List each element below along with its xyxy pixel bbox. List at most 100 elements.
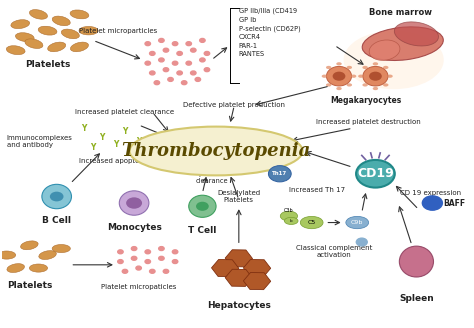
Text: Bone marrow: Bone marrow — [369, 8, 432, 17]
Circle shape — [173, 250, 178, 254]
Ellipse shape — [373, 62, 378, 66]
Circle shape — [118, 250, 123, 254]
Circle shape — [150, 71, 155, 75]
Circle shape — [356, 238, 367, 246]
Ellipse shape — [346, 216, 369, 229]
Circle shape — [195, 77, 201, 81]
Ellipse shape — [363, 83, 368, 87]
Ellipse shape — [400, 246, 434, 277]
Circle shape — [173, 61, 178, 65]
Text: Hepatocytes: Hepatocytes — [207, 300, 271, 310]
Circle shape — [159, 58, 164, 62]
Circle shape — [131, 256, 137, 260]
Circle shape — [422, 196, 442, 210]
Circle shape — [173, 260, 178, 263]
Text: Increased Th 17: Increased Th 17 — [289, 187, 345, 193]
Text: Th17: Th17 — [272, 171, 287, 176]
Ellipse shape — [70, 43, 89, 51]
Circle shape — [131, 247, 137, 251]
Text: C5: C5 — [308, 220, 316, 225]
Text: Megakaryocytes: Megakaryocytes — [331, 96, 402, 105]
Ellipse shape — [52, 244, 70, 253]
Ellipse shape — [362, 27, 443, 60]
Ellipse shape — [358, 74, 364, 78]
Circle shape — [150, 269, 155, 273]
Text: Y: Y — [100, 133, 105, 142]
Circle shape — [177, 71, 182, 75]
Ellipse shape — [326, 83, 331, 87]
Circle shape — [145, 61, 150, 65]
Circle shape — [150, 51, 155, 55]
Circle shape — [136, 266, 141, 270]
Text: Desialylated
Platelets: Desialylated Platelets — [217, 190, 260, 203]
Text: Platelet micropaticles: Platelet micropaticles — [101, 284, 176, 290]
Ellipse shape — [327, 67, 352, 86]
Text: Increased apoptosis: Increased apoptosis — [80, 158, 149, 164]
Ellipse shape — [356, 160, 395, 188]
Text: CD 19 expression: CD 19 expression — [401, 190, 462, 196]
Ellipse shape — [369, 72, 382, 81]
Circle shape — [200, 38, 205, 42]
Circle shape — [163, 269, 169, 273]
Text: GP IIb/IIIa (CD419
GP Ib
P-selectin (CD62P)
CXCR4
PAR-1
RANTES: GP IIb/IIIa (CD419 GP Ib P-selectin (CD6… — [239, 8, 301, 57]
Ellipse shape — [336, 87, 342, 90]
Text: BAFF: BAFF — [444, 198, 466, 208]
Circle shape — [177, 51, 182, 55]
Ellipse shape — [50, 192, 64, 201]
Text: Platelets: Platelets — [7, 281, 52, 290]
Circle shape — [159, 247, 164, 251]
Ellipse shape — [189, 195, 216, 217]
Ellipse shape — [126, 197, 142, 209]
Ellipse shape — [344, 31, 444, 89]
Text: Increased platelet destruction: Increased platelet destruction — [316, 119, 421, 125]
Text: Y: Y — [122, 127, 128, 136]
Circle shape — [186, 42, 191, 46]
Ellipse shape — [301, 216, 323, 229]
Circle shape — [200, 58, 205, 62]
Text: C3b: C3b — [284, 208, 294, 213]
Text: B Cell: B Cell — [42, 216, 71, 225]
Ellipse shape — [0, 251, 15, 259]
Circle shape — [163, 68, 169, 72]
Text: Increased platelet clearance: Increased platelet clearance — [75, 109, 174, 115]
Ellipse shape — [11, 19, 29, 29]
Text: Defective platelet production: Defective platelet production — [183, 102, 285, 108]
Ellipse shape — [363, 66, 368, 69]
Ellipse shape — [346, 66, 352, 69]
Ellipse shape — [48, 42, 66, 52]
Ellipse shape — [29, 10, 48, 19]
Ellipse shape — [383, 66, 389, 69]
Circle shape — [191, 48, 196, 52]
Circle shape — [204, 68, 210, 72]
Ellipse shape — [284, 217, 298, 224]
Circle shape — [182, 81, 187, 85]
Circle shape — [154, 81, 160, 85]
Ellipse shape — [322, 74, 327, 78]
Text: Platelet microparticles: Platelet microparticles — [79, 28, 157, 34]
Ellipse shape — [383, 83, 389, 87]
Ellipse shape — [25, 39, 43, 48]
Text: Y: Y — [136, 137, 141, 146]
Ellipse shape — [387, 74, 393, 78]
Circle shape — [159, 256, 164, 260]
Ellipse shape — [79, 26, 98, 35]
Ellipse shape — [346, 83, 352, 87]
Ellipse shape — [16, 32, 34, 42]
Text: Spleen: Spleen — [399, 294, 434, 303]
Circle shape — [163, 48, 169, 52]
Text: Y: Y — [82, 124, 87, 133]
Text: CD19: CD19 — [357, 167, 394, 180]
Ellipse shape — [20, 241, 38, 249]
Ellipse shape — [61, 30, 80, 38]
Ellipse shape — [70, 10, 89, 19]
Circle shape — [204, 51, 210, 55]
Ellipse shape — [30, 264, 47, 273]
Text: T Cell: T Cell — [188, 226, 217, 235]
Circle shape — [191, 71, 196, 75]
Ellipse shape — [280, 211, 298, 221]
Ellipse shape — [196, 202, 209, 211]
Ellipse shape — [333, 72, 346, 81]
Circle shape — [145, 260, 150, 263]
Text: Y: Y — [113, 140, 118, 149]
Ellipse shape — [326, 66, 331, 69]
